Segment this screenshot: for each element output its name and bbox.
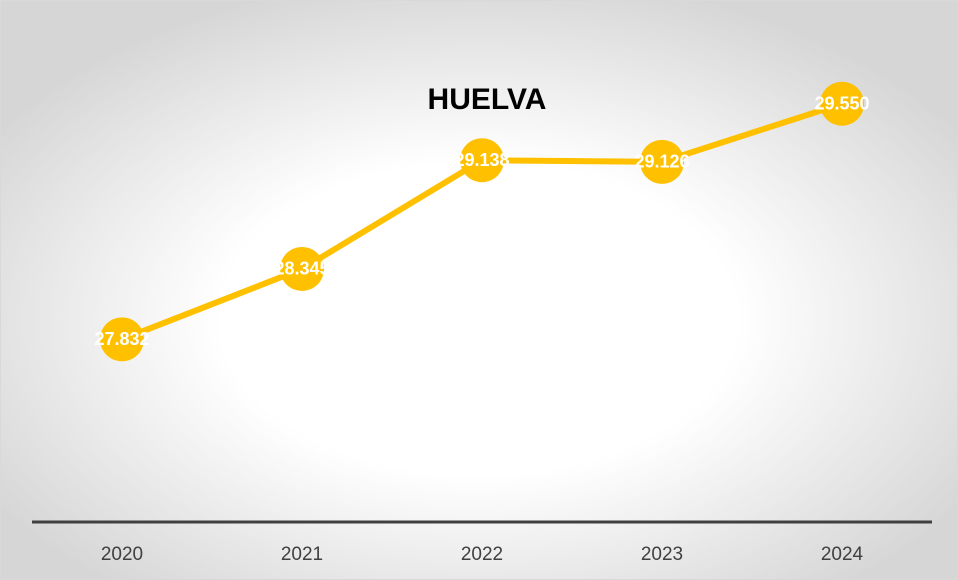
data-label: 27.832 [94, 329, 149, 349]
data-label: 29.126 [634, 152, 689, 172]
x-tick-label: 2022 [461, 544, 503, 565]
x-tick-label: 2021 [281, 544, 323, 565]
data-point [100, 317, 144, 362]
data-point [460, 138, 504, 183]
data-label: 28.345 [274, 259, 329, 279]
data-point [820, 81, 864, 126]
data-label: 29.138 [454, 150, 509, 170]
data-point [640, 139, 684, 184]
x-tick-label: 2023 [641, 544, 683, 565]
data-label: 29.550 [814, 93, 869, 113]
x-tick-label: 2024 [821, 544, 864, 565]
x-tick-label: 2020 [101, 544, 143, 565]
data-point [280, 246, 324, 291]
chart-title: HUELVA [428, 83, 547, 116]
